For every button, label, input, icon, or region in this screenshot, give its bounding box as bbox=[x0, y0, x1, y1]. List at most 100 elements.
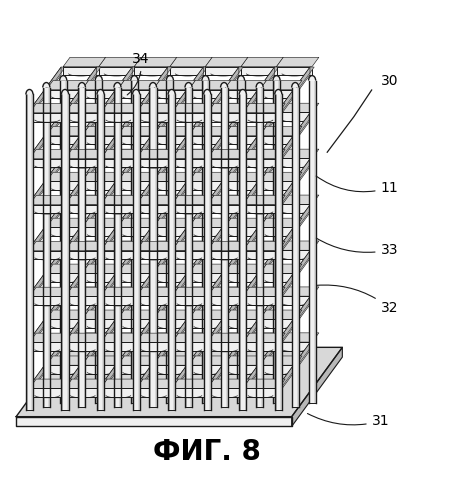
Polygon shape bbox=[136, 388, 171, 397]
Polygon shape bbox=[136, 204, 171, 214]
Polygon shape bbox=[276, 366, 297, 389]
Polygon shape bbox=[65, 204, 100, 214]
Polygon shape bbox=[133, 80, 136, 403]
Polygon shape bbox=[46, 80, 89, 90]
Polygon shape bbox=[100, 287, 143, 296]
Polygon shape bbox=[29, 242, 72, 250]
Polygon shape bbox=[241, 58, 284, 66]
Polygon shape bbox=[241, 136, 262, 159]
Polygon shape bbox=[189, 90, 224, 98]
Polygon shape bbox=[222, 250, 243, 274]
Polygon shape bbox=[260, 310, 302, 320]
Polygon shape bbox=[151, 342, 172, 365]
Polygon shape bbox=[62, 80, 65, 403]
Polygon shape bbox=[78, 82, 86, 87]
Polygon shape bbox=[136, 113, 171, 122]
Polygon shape bbox=[63, 66, 99, 76]
Polygon shape bbox=[100, 250, 136, 260]
Polygon shape bbox=[170, 366, 191, 389]
Polygon shape bbox=[46, 90, 82, 98]
Polygon shape bbox=[116, 88, 119, 406]
Polygon shape bbox=[222, 342, 243, 365]
Polygon shape bbox=[207, 296, 243, 306]
Polygon shape bbox=[166, 76, 173, 80]
Polygon shape bbox=[100, 80, 102, 403]
Polygon shape bbox=[206, 66, 241, 76]
Polygon shape bbox=[257, 342, 279, 365]
Polygon shape bbox=[117, 228, 153, 236]
Polygon shape bbox=[222, 88, 226, 406]
Polygon shape bbox=[241, 250, 277, 259]
Polygon shape bbox=[27, 94, 31, 410]
Polygon shape bbox=[257, 113, 274, 144]
Polygon shape bbox=[276, 90, 297, 113]
Polygon shape bbox=[99, 136, 115, 167]
Polygon shape bbox=[133, 94, 135, 410]
Polygon shape bbox=[243, 196, 285, 204]
Polygon shape bbox=[276, 90, 293, 121]
Polygon shape bbox=[135, 296, 170, 305]
Polygon shape bbox=[27, 136, 44, 167]
Polygon shape bbox=[241, 274, 262, 297]
Polygon shape bbox=[65, 379, 107, 388]
Polygon shape bbox=[206, 333, 248, 342]
Polygon shape bbox=[170, 90, 191, 113]
Polygon shape bbox=[44, 205, 61, 236]
Polygon shape bbox=[260, 356, 302, 365]
Polygon shape bbox=[241, 296, 277, 305]
Polygon shape bbox=[115, 342, 136, 365]
Polygon shape bbox=[257, 205, 274, 236]
Polygon shape bbox=[205, 366, 226, 389]
Polygon shape bbox=[206, 342, 241, 351]
Polygon shape bbox=[170, 58, 212, 66]
Polygon shape bbox=[257, 113, 279, 136]
Polygon shape bbox=[99, 90, 115, 121]
Polygon shape bbox=[136, 242, 178, 250]
Polygon shape bbox=[80, 159, 97, 190]
Polygon shape bbox=[63, 342, 99, 351]
Polygon shape bbox=[189, 218, 231, 228]
Polygon shape bbox=[206, 241, 248, 250]
Polygon shape bbox=[135, 149, 177, 158]
Polygon shape bbox=[170, 136, 186, 167]
Polygon shape bbox=[186, 342, 207, 365]
Polygon shape bbox=[207, 204, 243, 214]
Polygon shape bbox=[222, 113, 243, 136]
Polygon shape bbox=[136, 150, 178, 158]
Polygon shape bbox=[99, 320, 115, 350]
Polygon shape bbox=[135, 287, 177, 296]
Polygon shape bbox=[65, 113, 100, 122]
Polygon shape bbox=[99, 366, 115, 396]
Polygon shape bbox=[204, 80, 207, 403]
Polygon shape bbox=[115, 113, 136, 136]
Polygon shape bbox=[151, 159, 168, 190]
Polygon shape bbox=[243, 158, 279, 168]
Polygon shape bbox=[241, 366, 262, 389]
Polygon shape bbox=[135, 103, 177, 113]
Polygon shape bbox=[293, 250, 310, 282]
Polygon shape bbox=[222, 250, 239, 282]
Polygon shape bbox=[115, 205, 136, 228]
Polygon shape bbox=[276, 136, 293, 167]
Polygon shape bbox=[171, 242, 214, 250]
Polygon shape bbox=[241, 333, 284, 342]
Polygon shape bbox=[100, 242, 143, 250]
Polygon shape bbox=[276, 136, 297, 159]
Polygon shape bbox=[153, 356, 195, 365]
Polygon shape bbox=[224, 90, 260, 98]
Polygon shape bbox=[99, 66, 135, 76]
Polygon shape bbox=[117, 310, 160, 320]
Polygon shape bbox=[100, 150, 143, 158]
Polygon shape bbox=[135, 58, 177, 66]
Polygon shape bbox=[309, 76, 315, 80]
Polygon shape bbox=[46, 218, 89, 228]
Polygon shape bbox=[151, 159, 172, 182]
Polygon shape bbox=[293, 296, 310, 328]
Polygon shape bbox=[243, 296, 279, 306]
Polygon shape bbox=[29, 158, 65, 168]
Polygon shape bbox=[99, 90, 120, 113]
Polygon shape bbox=[222, 342, 239, 374]
Polygon shape bbox=[100, 379, 143, 388]
Polygon shape bbox=[171, 113, 207, 122]
Polygon shape bbox=[260, 126, 302, 136]
